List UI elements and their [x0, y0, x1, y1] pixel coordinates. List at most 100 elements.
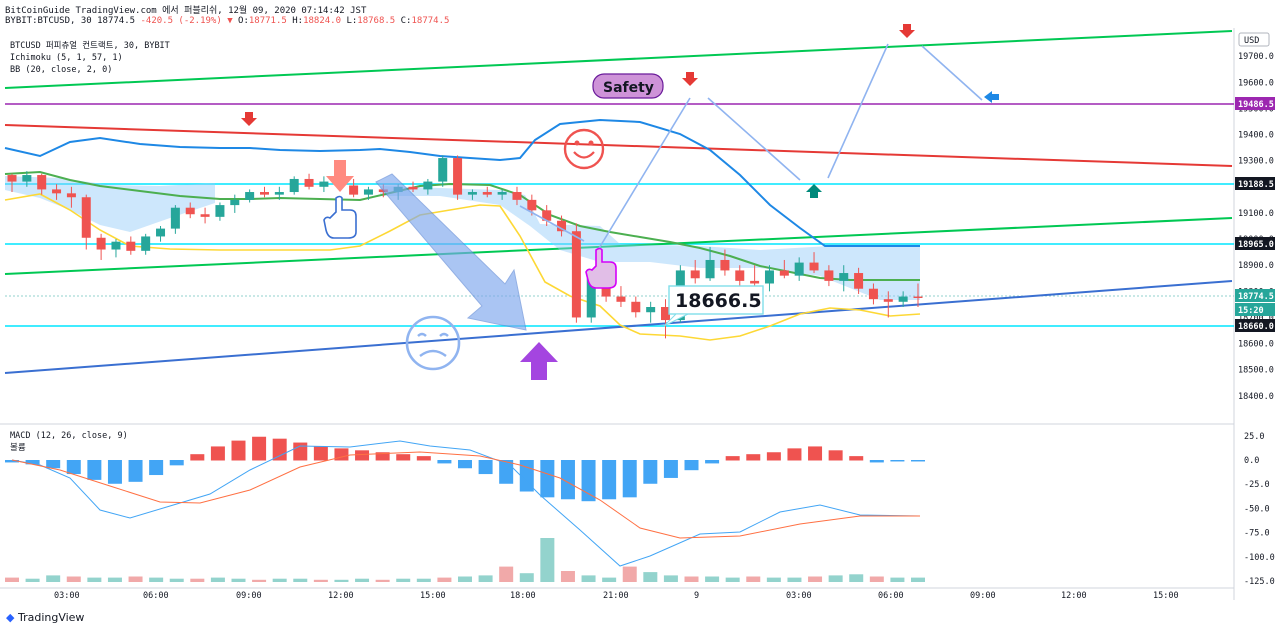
projection-arrow: [921, 45, 983, 101]
macd-histogram-bar: [25, 460, 40, 465]
candle-body: [245, 192, 255, 200]
x-tick-label: 21:00: [603, 591, 629, 601]
price-tag: [1235, 177, 1275, 190]
volume-bar: [355, 578, 370, 582]
chart-header: BitCoinGuide TradingView.com 에서 퍼블리쉬, 12…: [0, 0, 1280, 28]
pointing-hand-icon: [323, 195, 357, 239]
blue-arrow-icon: [984, 91, 999, 103]
volume-bar: [684, 576, 699, 582]
last-price: 18774.5: [97, 16, 136, 26]
candle-body: [720, 259, 730, 271]
legend-title: BTCUSD 퍼피츄얼 컨트랙트, 30, BYBIT: [10, 40, 170, 51]
price-tag-label: 15:20: [1238, 306, 1264, 316]
face-outline: [405, 315, 461, 371]
volume-bar: [828, 575, 843, 582]
volume-bar: [540, 538, 555, 582]
volume-bar: [808, 576, 823, 582]
price-tag-label: 19486.5: [1238, 100, 1274, 110]
volume-bar: [46, 575, 61, 582]
tradingview-logo: ◆ TradingView: [6, 611, 85, 624]
volume-bar: [87, 577, 102, 582]
x-tick-label: 15:00: [420, 591, 446, 601]
candle-body: [839, 273, 849, 281]
y-tick-label: 19100.0: [1238, 209, 1274, 219]
y-tick-label: 18700.0: [1238, 313, 1274, 323]
macd-y-tick-label: -50.0: [1244, 504, 1270, 514]
close-label: C:: [400, 16, 412, 26]
candle-body: [215, 205, 225, 217]
volume-bar: [313, 579, 328, 582]
macd-histogram-bar: [355, 450, 370, 461]
candle-body: [586, 278, 596, 318]
volume-bar: [890, 577, 905, 582]
salmon-arrow-icon: [326, 160, 354, 192]
candle-body: [542, 210, 552, 221]
volume-bar: [396, 578, 411, 582]
ohlc-line: BYBIT:BTCUSD, 30 18774.5 -420.5 (-2.19%)…: [5, 16, 449, 26]
y-tick-label: 18400.0: [1238, 392, 1274, 402]
candle-body: [408, 186, 418, 190]
face-eye: [574, 140, 580, 146]
candle-body: [661, 307, 671, 321]
legend-ichimoku: Ichimoku (5, 1, 57, 1): [10, 53, 123, 63]
candle-body: [22, 175, 32, 182]
safety-badge: [592, 73, 664, 99]
volume-bar: [416, 578, 431, 582]
x-tick-label: 09:00: [970, 591, 996, 601]
candle-body: [571, 231, 581, 318]
candle-body: [81, 197, 91, 238]
volume-bar: [746, 576, 761, 582]
candle-body: [868, 288, 878, 300]
candle-body: [779, 270, 789, 276]
candle-body: [111, 241, 121, 250]
macd-histogram-bar: [210, 446, 225, 461]
macd-histogram-bar: [252, 436, 267, 461]
macd-histogram-bar: [5, 460, 19, 463]
macd-histogram-bar: [622, 460, 637, 498]
price-tag: [1235, 289, 1275, 302]
candle-body: [631, 301, 641, 313]
volume-bar: [766, 577, 781, 582]
macd-histogram-bar: [66, 460, 81, 475]
signal-line: [11, 451, 920, 539]
candle-body: [141, 236, 151, 251]
volume-bar: [149, 577, 164, 582]
macd-histogram-bar: [725, 456, 740, 461]
candle-body: [185, 207, 195, 215]
price-callout-box: [668, 285, 764, 315]
volume-bar: [458, 576, 472, 582]
candle-body: [37, 175, 47, 190]
volume-bar: [272, 578, 287, 582]
macd-histogram-bar: [375, 452, 390, 461]
green-arrow-icon: [806, 184, 822, 198]
face-eye: [417, 332, 449, 337]
volume-bar: [663, 575, 678, 582]
price-callout-label: 18666.5: [675, 290, 762, 312]
volume-bar: [581, 575, 596, 582]
volume-bar: [5, 577, 19, 582]
volume-bar: [849, 574, 864, 582]
x-tick-label: 12:00: [328, 591, 354, 601]
close-value: 18774.5: [411, 16, 450, 26]
candle-body: [482, 192, 492, 195]
macd-histogram-bar: [746, 454, 761, 461]
macd-histogram-bar: [396, 454, 411, 461]
candle-body: [764, 270, 774, 284]
candle-body: [259, 192, 269, 195]
macd-histogram-bar: [107, 460, 122, 484]
legend-volume: 볼륨: [10, 442, 26, 453]
macd-y-tick-label: -100.0: [1244, 553, 1275, 563]
macd-histogram-bar: [643, 460, 658, 484]
macd-histogram-bar: [540, 460, 555, 498]
candle-body: [557, 220, 567, 232]
candle-body: [52, 189, 62, 194]
macd-histogram-bar: [602, 460, 617, 500]
macd-histogram-bar: [787, 448, 802, 461]
big-down-arrow: [375, 173, 527, 331]
candle-body: [616, 296, 626, 302]
macd-histogram-bar: [46, 460, 61, 469]
projection-arrow: [827, 43, 889, 179]
sad-face-icon: [405, 315, 461, 371]
volume-bar: [869, 576, 884, 582]
